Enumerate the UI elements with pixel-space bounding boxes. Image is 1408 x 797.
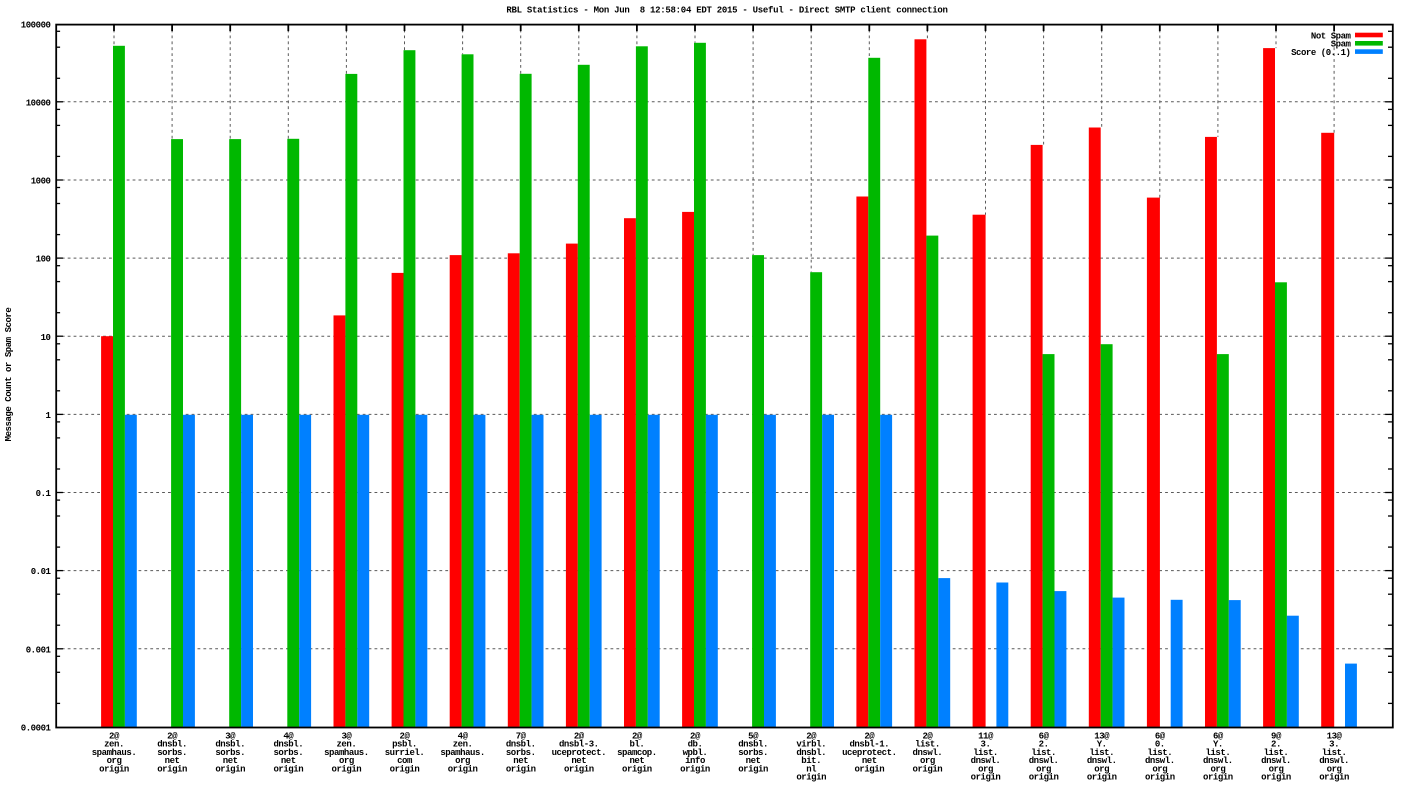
svg-text:0.0001: 0.0001	[21, 724, 52, 734]
svg-text:100: 100	[36, 255, 51, 265]
svg-text:10000: 10000	[26, 98, 51, 108]
svg-text:100000: 100000	[21, 20, 51, 30]
svg-text:1000: 1000	[31, 177, 51, 187]
svg-text:Message Count or Spam Score: Message Count or Spam Score	[4, 308, 14, 442]
svg-text:0.1: 0.1	[36, 489, 52, 499]
svg-text:Score (0..1): Score (0..1)	[1291, 48, 1350, 58]
svg-text:0.01: 0.01	[31, 567, 52, 577]
svg-text:10: 10	[41, 333, 51, 343]
svg-text:RBL Statistics - Mon Jun 8 12: RBL Statistics - Mon Jun 8 12:58:04 EDT …	[506, 6, 947, 16]
svg-text:0.001: 0.001	[26, 645, 52, 655]
svg-text:1: 1	[46, 411, 52, 421]
svg-text:Spam: Spam	[1331, 40, 1352, 50]
svg-text:Not Spam: Not Spam	[1311, 31, 1352, 41]
